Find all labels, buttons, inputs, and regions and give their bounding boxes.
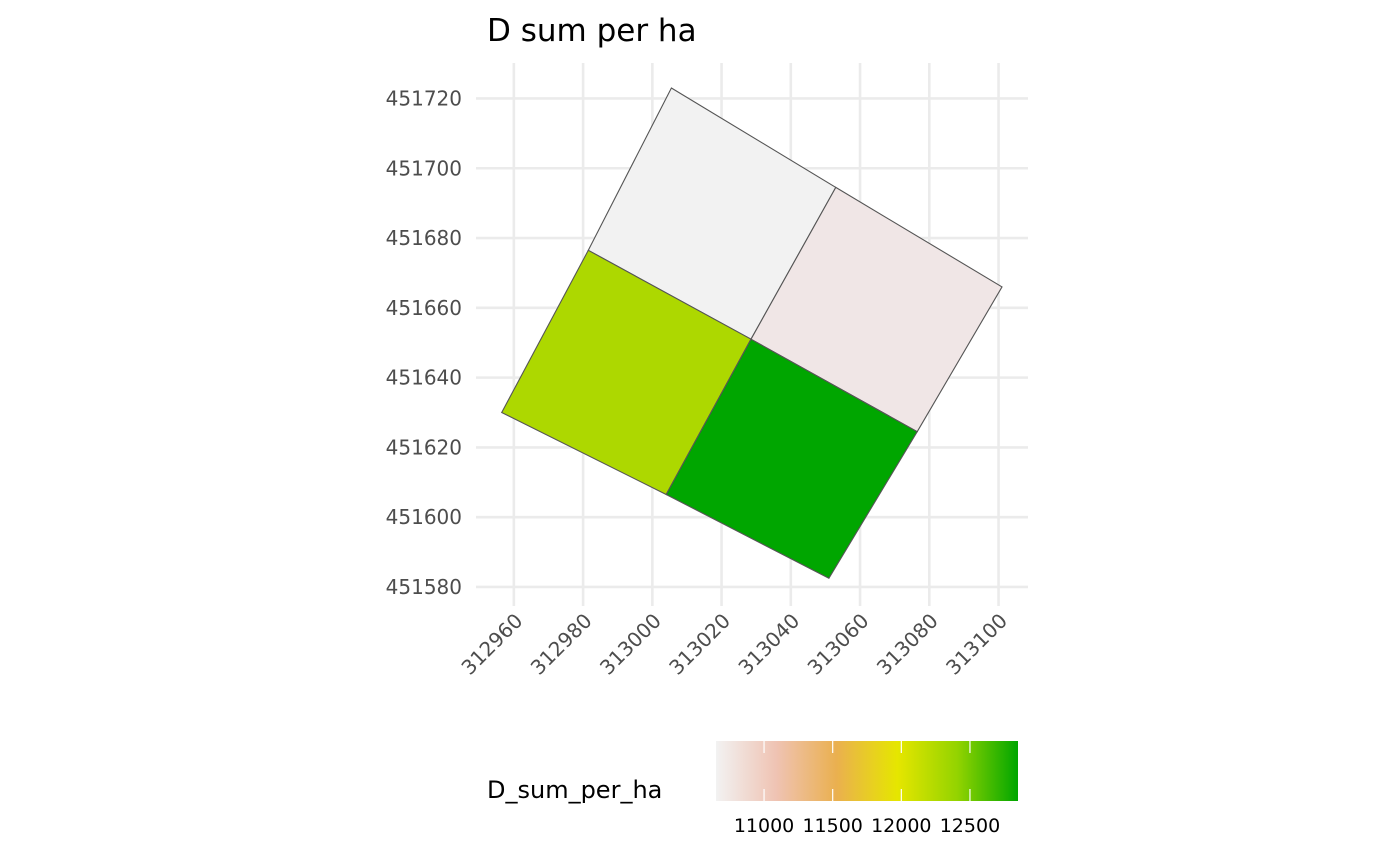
legend-tick-label: 11000 — [734, 815, 794, 837]
polygon-layer — [500, 87, 1003, 580]
x-tick-label: 312980 — [526, 609, 597, 680]
polygon-bottom — [665, 338, 918, 580]
legend-ticks: 11000 11500 12000 12500 — [734, 741, 1000, 837]
y-tick-label: 451600 — [386, 505, 462, 529]
x-tick-label: 312960 — [456, 609, 527, 680]
x-tick-label: 313080 — [872, 609, 943, 680]
x-tick-label: 313020 — [664, 609, 735, 680]
x-axis: 3129603129803130003130203130403130603130… — [456, 609, 1012, 680]
x-tick-label: 313040 — [733, 609, 804, 680]
y-tick-label: 451720 — [386, 86, 462, 110]
legend-tick-label: 12500 — [940, 815, 1000, 837]
legend-title: D_sum_per_ha — [487, 776, 662, 804]
y-tick-label: 451620 — [386, 435, 462, 459]
y-tick-label: 451700 — [386, 156, 462, 180]
x-tick-label: 313100 — [941, 609, 1012, 680]
color-legend: D_sum_per_ha 11000 11500 12000 12500 — [487, 741, 1018, 837]
legend-tick-label: 12000 — [871, 815, 931, 837]
x-tick-label: 313000 — [595, 609, 666, 680]
y-tick-label: 451660 — [386, 296, 462, 320]
y-axis: 451580 451600 451620 451640 451660 451680 4517… — [386, 86, 462, 599]
chart-title: D sum per ha — [487, 13, 697, 49]
legend-colorbar — [716, 741, 1018, 801]
x-tick-label: 313060 — [803, 609, 874, 680]
y-tick-label: 451680 — [386, 226, 462, 250]
y-tick-label: 451580 — [386, 575, 462, 599]
y-tick-label: 451640 — [386, 366, 462, 390]
legend-tick-label: 11500 — [802, 815, 862, 837]
